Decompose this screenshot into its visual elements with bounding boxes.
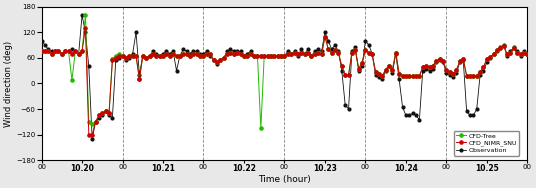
Observation bbox=[89, 138, 95, 140]
Observation bbox=[39, 40, 45, 42]
CFD-Tree bbox=[497, 47, 503, 50]
CFD-Tree bbox=[325, 48, 332, 50]
Observation bbox=[79, 14, 85, 16]
Line: Observation: Observation bbox=[40, 14, 528, 140]
CFD-Tree bbox=[524, 53, 531, 56]
Observation bbox=[325, 40, 332, 42]
CFD-Tree bbox=[42, 50, 48, 53]
Observation bbox=[426, 70, 433, 72]
CFD-Tree bbox=[82, 14, 88, 16]
Observation bbox=[497, 46, 503, 48]
CFD_NIMR_SNU bbox=[82, 27, 88, 29]
CFD_NIMR_SNU bbox=[413, 75, 419, 77]
CFD_NIMR_SNU bbox=[62, 50, 69, 53]
CFD-Tree bbox=[413, 75, 419, 77]
X-axis label: Time (hour): Time (hour) bbox=[258, 175, 311, 184]
CFD_NIMR_SNU bbox=[325, 48, 332, 50]
Legend: CFD-Tree, CFD_NIMR_SNU, Observation: CFD-Tree, CFD_NIMR_SNU, Observation bbox=[454, 131, 519, 156]
CFD_NIMR_SNU bbox=[497, 47, 503, 50]
Observation bbox=[62, 50, 69, 53]
Observation bbox=[42, 44, 48, 46]
Observation bbox=[413, 114, 419, 117]
Observation bbox=[524, 52, 531, 55]
CFD_NIMR_SNU bbox=[524, 53, 531, 56]
CFD_NIMR_SNU bbox=[86, 133, 92, 136]
CFD_NIMR_SNU bbox=[39, 50, 45, 53]
CFD-Tree bbox=[258, 127, 264, 129]
CFD_NIMR_SNU bbox=[426, 66, 433, 68]
CFD-Tree bbox=[39, 50, 45, 53]
CFD-Tree bbox=[426, 66, 433, 68]
Line: CFD-Tree: CFD-Tree bbox=[40, 14, 529, 130]
CFD-Tree bbox=[62, 50, 69, 53]
Y-axis label: Wind direction (deg): Wind direction (deg) bbox=[4, 40, 13, 127]
CFD_NIMR_SNU bbox=[42, 50, 48, 53]
Line: CFD_NIMR_SNU: CFD_NIMR_SNU bbox=[40, 26, 529, 136]
